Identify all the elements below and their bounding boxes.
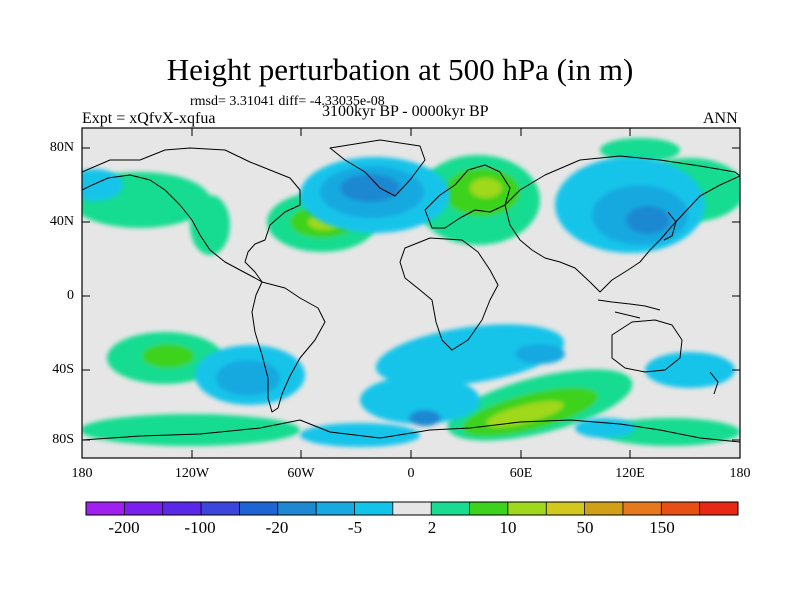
coastline-europe (424, 164, 511, 229)
experiment-label: Expt = xQfvX-xqfua (82, 110, 216, 127)
positive-anomaly-s-pacific-core (142, 344, 194, 368)
season-label: ANN (703, 110, 738, 127)
colorbar-swatch (699, 502, 739, 515)
colorbar-swatch (162, 502, 202, 515)
colorbar-swatch (622, 502, 662, 515)
negative-anomaly-south-atlantic-band (360, 376, 480, 424)
colorbar-swatch (86, 502, 125, 515)
negative-anomaly-s-atlantic (375, 324, 565, 386)
colorbar-label: -100 (184, 518, 216, 537)
colorbar-border (85, 501, 739, 516)
colorbar-swatch (546, 502, 585, 515)
coastline-antarctica (82, 419, 740, 443)
positive-anomaly-n-america-west (190, 195, 230, 255)
coastline-south-america (251, 281, 326, 413)
coastlines (82, 139, 740, 443)
negative-anomaly-se-pacific-core (216, 360, 280, 396)
axis-ticks (81, 128, 741, 458)
colorbar-label: 10 (499, 518, 517, 537)
chart-title: Height perturbation at 500 hPa (in m) (166, 52, 634, 87)
coastline-japan (663, 211, 677, 241)
colorbar-label: -5 (347, 518, 363, 537)
colorbar-label: -20 (265, 518, 289, 537)
lat-tick-label: 80N (49, 140, 74, 155)
period-label: 3100kyr BP - 0000kyr BP (322, 103, 489, 120)
colorbar-swatch (277, 502, 317, 515)
colorbar-label: 150 (649, 518, 675, 537)
lon-tick-label: 120W (174, 466, 210, 481)
colorbar-swatch (584, 502, 624, 515)
coastline-asia (504, 155, 740, 293)
colorbar-swatch (201, 502, 240, 515)
colorbar-swatch (507, 502, 547, 515)
coastline-new-zealand (709, 371, 719, 395)
colorbar-label: -200 (108, 518, 140, 537)
colorbar-swatch (316, 502, 355, 515)
colorbar-swatch (392, 502, 432, 515)
negative-anomaly-antarctic-edge (300, 423, 420, 447)
lon-tick-label: 60W (287, 466, 315, 481)
negative-anomaly-weddell (409, 410, 441, 426)
coastline-australia (611, 319, 683, 373)
negative-anomaly-antarctic-east (575, 418, 635, 438)
lon-tick-label: 180 (729, 466, 751, 481)
lon-tick-label: 60E (509, 466, 533, 481)
negative-anomaly-ne-pacific (82, 169, 123, 201)
colorbar-swatch (661, 502, 700, 515)
lon-tick-label: 180 (71, 466, 93, 481)
colorbar-label: 50 (576, 518, 594, 537)
positive-anomaly-s-indian-peak (486, 400, 564, 428)
coastline-north-america (82, 147, 301, 283)
colorbar (85, 501, 739, 516)
coastline-indonesia (597, 299, 661, 319)
anomaly-fields (82, 138, 740, 447)
colorbar-label: 2 (427, 518, 437, 537)
stats-line: rmsd= 3.31041 diff= -4.33035e-08 (190, 94, 385, 109)
negative-anomaly-indian-east (645, 352, 735, 388)
lat-tick-label: 80S (52, 432, 74, 447)
lon-tick-label: 120E (615, 466, 645, 481)
colorbar-swatch (124, 502, 163, 515)
negative-anomaly-s-indian-core (515, 344, 565, 364)
positive-anomaly-europe-peak (470, 178, 502, 198)
coastline-greenland (329, 139, 426, 197)
lat-tick-label: 40N (49, 214, 74, 229)
negative-anomalies (82, 157, 735, 447)
positive-anomaly-antarctic-west (82, 414, 300, 446)
lon-tick-label: 0 (407, 466, 415, 481)
colorbar-swatch (354, 502, 394, 515)
lat-tick-label: 0 (67, 288, 74, 303)
lat-tick-label: 40S (52, 362, 74, 377)
coastline-africa (399, 237, 499, 351)
negative-anomaly-n-atlantic-core (340, 174, 400, 202)
colorbar-swatch (431, 502, 470, 515)
negative-anomaly-n-pacific-core (626, 206, 670, 234)
colorbar-swatch (469, 502, 509, 515)
colorbar-swatch (239, 502, 279, 515)
